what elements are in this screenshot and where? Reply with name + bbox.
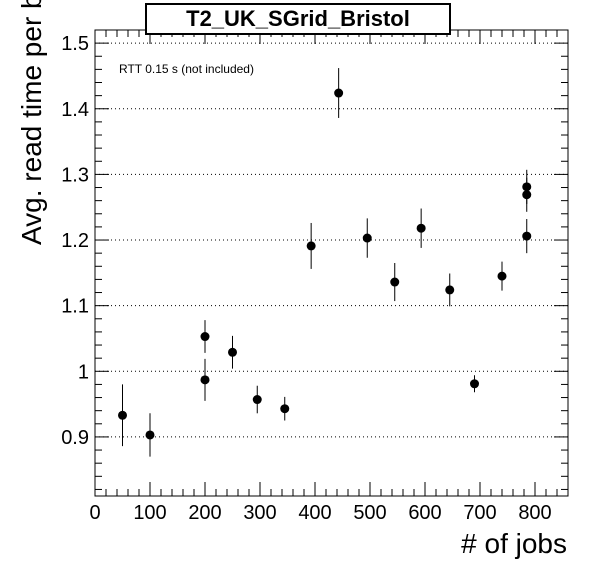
x-tick-label: 0 xyxy=(89,502,100,524)
data-point xyxy=(200,375,210,385)
data-point xyxy=(200,332,210,342)
data-point xyxy=(228,347,237,357)
data-point xyxy=(390,277,400,287)
data-point xyxy=(445,285,455,295)
data-point xyxy=(118,410,127,420)
x-axis: 0 100 200 300 400 500 600 700 800 xyxy=(89,30,569,524)
y-tick-label: 1.1 xyxy=(61,296,89,318)
data-point xyxy=(280,404,290,414)
data-point xyxy=(306,241,316,251)
y-tick-label: 1.2 xyxy=(61,230,89,252)
y-tick-label: 1 xyxy=(78,361,89,383)
data-point xyxy=(470,379,479,389)
data-points xyxy=(118,68,532,457)
y-axis: 0.9 1 1.1 1.2 1.3 1.4 1.5 xyxy=(61,29,568,490)
x-tick-label: 300 xyxy=(243,502,276,524)
data-point xyxy=(497,271,507,281)
chart-title: T2_UK_SGrid_Bristol xyxy=(145,3,451,35)
y-tick-label: 0.9 xyxy=(61,427,89,449)
data-point xyxy=(522,190,532,200)
data-point xyxy=(416,223,426,233)
data-point xyxy=(252,395,262,405)
gridlines xyxy=(95,42,568,438)
data-point xyxy=(362,233,372,243)
x-tick-label: 500 xyxy=(353,502,386,524)
y-tick-label: 1.5 xyxy=(61,33,89,55)
plot-frame xyxy=(94,29,569,497)
data-point xyxy=(522,231,532,241)
x-tick-label: 100 xyxy=(133,502,166,524)
x-tick-label: 200 xyxy=(188,502,221,524)
x-tick-label: 400 xyxy=(298,502,331,524)
x-axis-label: # of jobs xyxy=(461,528,567,559)
y-tick-label: 1.4 xyxy=(61,99,89,121)
x-tick-label: 700 xyxy=(463,502,496,524)
x-tick-label: 800 xyxy=(518,502,551,524)
data-point xyxy=(334,88,344,98)
x-tick-label: 600 xyxy=(408,502,441,524)
y-axis-label: Avg. read time per block [s] xyxy=(16,0,47,245)
data-point xyxy=(145,430,155,440)
y-tick-label: 1.3 xyxy=(61,164,89,186)
chart-annotation: RTT 0.15 s (not included) xyxy=(119,62,254,76)
